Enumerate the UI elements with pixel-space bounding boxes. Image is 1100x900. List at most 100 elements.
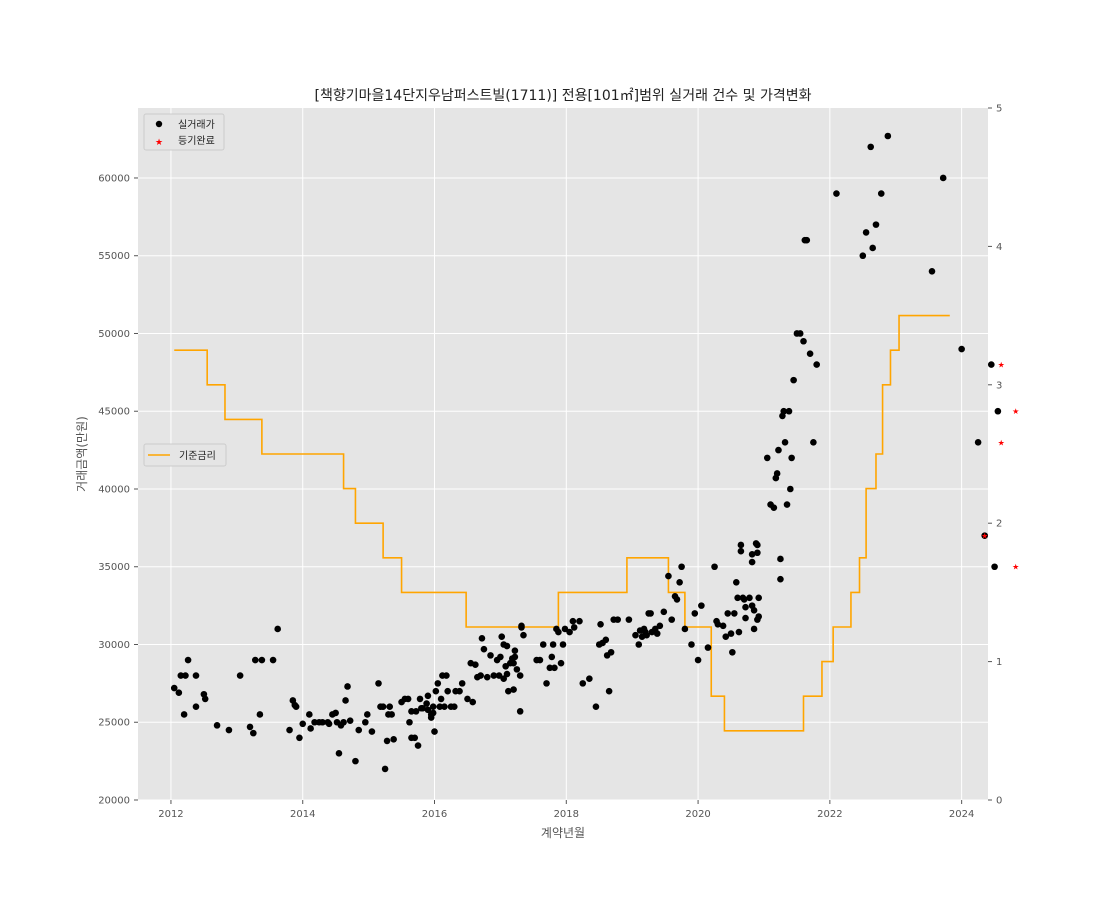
price-point bbox=[177, 672, 185, 679]
price-point bbox=[833, 190, 840, 197]
price-point bbox=[867, 143, 875, 151]
price-point bbox=[441, 703, 448, 710]
price-point bbox=[483, 673, 491, 681]
price-point bbox=[419, 704, 426, 712]
price-point bbox=[412, 708, 420, 715]
price-point bbox=[719, 622, 727, 630]
y2-tick-label: 1 bbox=[996, 657, 1002, 668]
y-tick-label: 50000 bbox=[98, 329, 130, 340]
price-point bbox=[379, 703, 387, 710]
legend-label-1: 등기완료 bbox=[178, 135, 215, 147]
price-point bbox=[586, 675, 593, 683]
y2-axis: 0 1 2 3 4 5 bbox=[988, 104, 1002, 807]
x-tick-label: 2024 bbox=[949, 809, 974, 820]
price-point bbox=[437, 695, 445, 703]
rate-line bbox=[174, 314, 950, 732]
y-tick-label: 35000 bbox=[98, 562, 130, 573]
price-point bbox=[551, 664, 558, 672]
price-point bbox=[355, 726, 363, 734]
price-point bbox=[332, 709, 339, 717]
price-point bbox=[516, 672, 524, 679]
price-point bbox=[406, 718, 413, 726]
price-point bbox=[714, 620, 722, 628]
price-point bbox=[184, 656, 192, 664]
price-point bbox=[510, 659, 517, 667]
legend-marker-star-icon: ★ bbox=[155, 138, 163, 148]
price-point bbox=[431, 728, 438, 735]
price-point bbox=[754, 549, 761, 557]
price-point bbox=[340, 718, 347, 726]
price-point bbox=[694, 656, 702, 664]
price-point bbox=[884, 132, 892, 140]
price-point bbox=[660, 608, 668, 616]
price-point bbox=[569, 617, 577, 625]
price-point bbox=[727, 630, 735, 637]
price-point bbox=[549, 641, 557, 648]
price-point bbox=[325, 720, 333, 728]
price-point bbox=[754, 541, 761, 549]
price-point bbox=[688, 641, 695, 648]
price-point bbox=[342, 697, 349, 704]
x-tick-label: 2016 bbox=[422, 809, 447, 820]
price-point bbox=[472, 661, 479, 669]
price-point bbox=[429, 703, 437, 710]
price-point bbox=[698, 602, 705, 609]
price-point bbox=[579, 680, 587, 687]
price-point bbox=[498, 633, 506, 641]
price-point bbox=[480, 645, 488, 653]
price-point bbox=[561, 625, 569, 633]
price-point bbox=[668, 616, 676, 623]
price-point bbox=[520, 631, 527, 639]
price-point bbox=[800, 337, 807, 345]
price-point bbox=[307, 725, 314, 732]
price-point bbox=[592, 703, 600, 710]
price-point bbox=[246, 723, 254, 731]
price-point bbox=[390, 736, 397, 743]
x-axis-label: 계약년월 bbox=[541, 825, 585, 840]
price-point bbox=[256, 711, 264, 718]
price-point bbox=[362, 718, 369, 726]
price-point bbox=[770, 504, 778, 511]
price-point bbox=[869, 244, 876, 252]
chart-title: [책향기마을14단지우남퍼스트빌(1711)] 전용[101㎡]범위 실거래 건… bbox=[315, 88, 812, 104]
price-point bbox=[597, 620, 604, 628]
price-point bbox=[602, 636, 610, 644]
price-point bbox=[375, 680, 382, 687]
price-point bbox=[383, 737, 391, 745]
price-point bbox=[678, 563, 685, 571]
registered-star-point: ★ bbox=[998, 438, 1005, 447]
y-tick-label: 45000 bbox=[98, 407, 130, 418]
price-point bbox=[458, 680, 466, 687]
price-point bbox=[750, 625, 758, 633]
price-point bbox=[748, 551, 756, 558]
price-point bbox=[505, 687, 512, 695]
price-point bbox=[352, 757, 359, 765]
price-point bbox=[780, 407, 788, 415]
price-point bbox=[319, 718, 326, 726]
price-point bbox=[495, 672, 503, 679]
price-point bbox=[424, 706, 432, 714]
price-point bbox=[653, 630, 661, 637]
y-tick-label: 60000 bbox=[98, 173, 130, 184]
price-point bbox=[487, 652, 494, 659]
price-point bbox=[502, 662, 509, 670]
price-point bbox=[416, 695, 424, 703]
price-point bbox=[559, 641, 567, 648]
price-point bbox=[777, 575, 784, 583]
price-point bbox=[516, 708, 524, 715]
price-point bbox=[388, 711, 395, 718]
x-tick-label: 2012 bbox=[158, 809, 183, 820]
y-axis: 20000 25000 30000 35000 40000 45000 50000 55000… bbox=[98, 173, 138, 807]
registered-star-point: ★ bbox=[981, 532, 988, 541]
price-point bbox=[781, 439, 789, 446]
price-point bbox=[258, 656, 266, 664]
y2-tick-label: 4 bbox=[996, 242, 1002, 253]
price-point bbox=[250, 729, 257, 737]
price-point bbox=[478, 634, 486, 642]
price-point bbox=[557, 659, 565, 667]
price-point bbox=[773, 470, 781, 477]
price-point bbox=[625, 616, 633, 623]
price-point bbox=[656, 622, 664, 630]
price-point bbox=[503, 670, 511, 678]
price-point bbox=[443, 672, 450, 679]
